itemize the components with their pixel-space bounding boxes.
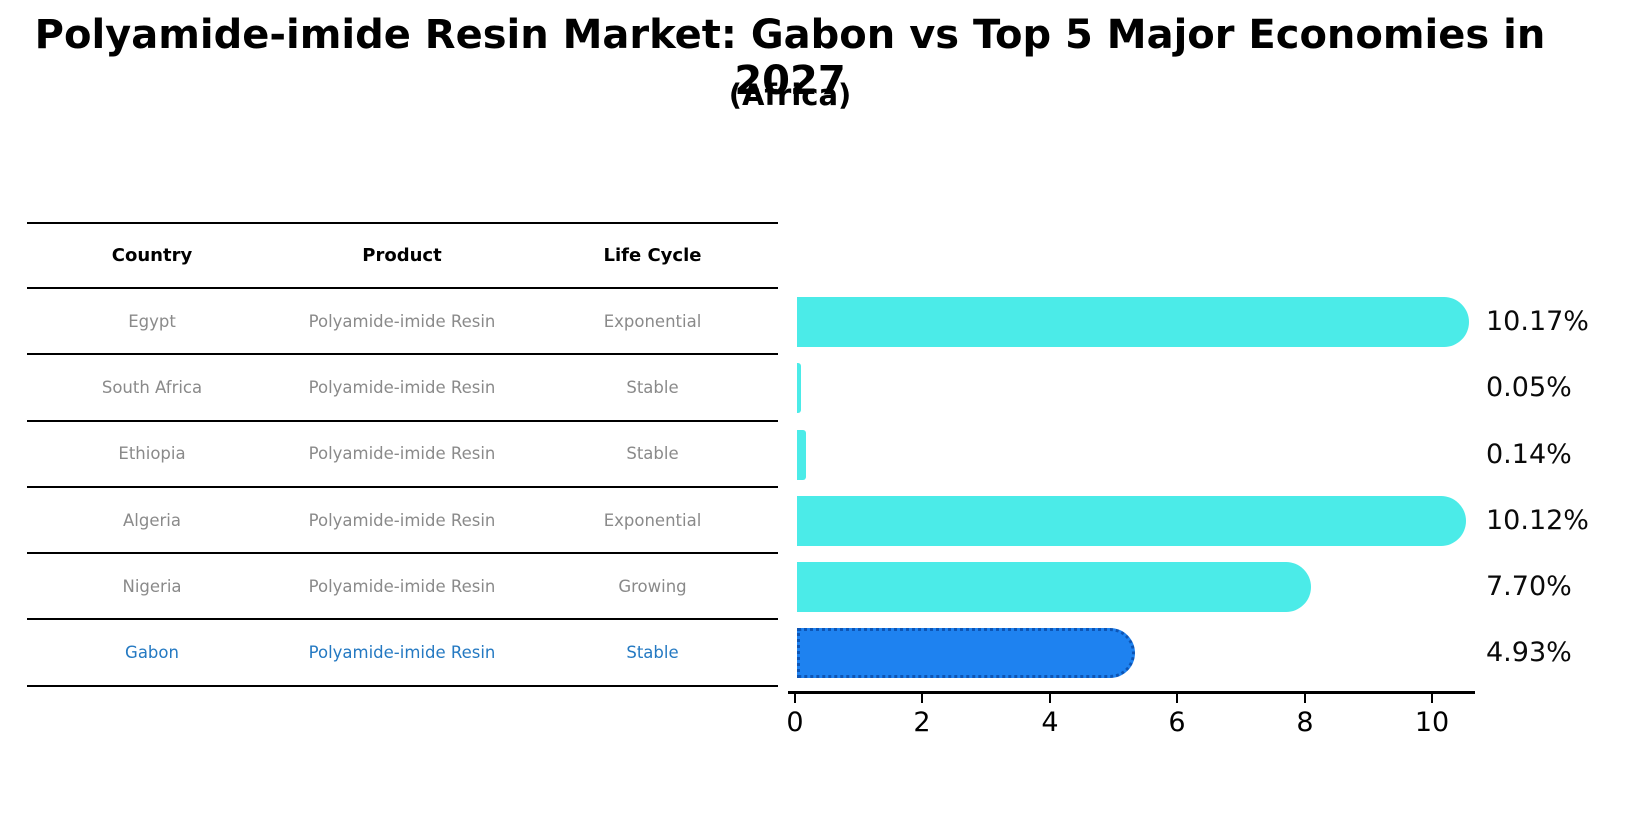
cell-country: South Africa (101, 377, 203, 397)
table-row-algeria: Algeria Polyamide-imide Resin Exponentia… (27, 488, 778, 555)
cell-life-cycle: Exponential (603, 311, 702, 331)
cell-product: Polyamide-imide Resin (308, 377, 496, 397)
data-table: Country Product Life Cycle Egypt Polyami… (27, 222, 778, 687)
x-tick-label-6: 6 (1168, 707, 1186, 738)
x-tick-2 (921, 694, 923, 703)
table-row-gabon: Gabon Polyamide-imide Resin Stable (27, 620, 778, 687)
cell-country: Ethiopia (118, 444, 186, 464)
bar-gabon (797, 628, 1135, 678)
cell-product: Polyamide-imide Resin (308, 311, 496, 331)
value-label-south-africa: 0.05% (1486, 372, 1572, 403)
x-tick-10 (1431, 694, 1433, 703)
x-tick-label-2: 2 (913, 707, 931, 738)
cell-life-cycle: Growing (618, 576, 687, 596)
cell-product: Polyamide-imide Resin (308, 444, 496, 464)
cell-life-cycle: Stable (626, 444, 679, 464)
table-row-nigeria: Nigeria Polyamide-imide Resin Growing (27, 554, 778, 621)
cell-country: Egypt (128, 311, 176, 331)
table-header-row: Country Product Life Cycle (27, 222, 778, 289)
x-tick-6 (1176, 694, 1178, 703)
table-header-country: Country (111, 245, 193, 266)
cell-product: Polyamide-imide Resin (308, 510, 496, 530)
x-tick-label-10: 10 (1414, 707, 1450, 738)
table-header-product: Product (362, 245, 442, 266)
cell-product: Polyamide-imide Resin (308, 643, 496, 663)
table-row-egypt: Egypt Polyamide-imide Resin Exponential (27, 289, 778, 356)
x-tick-label-4: 4 (1041, 707, 1059, 738)
table-row-south-africa: South Africa Polyamide-imide Resin Stabl… (27, 355, 778, 422)
cell-country: Algeria (123, 510, 181, 530)
table-row-ethiopia: Ethiopia Polyamide-imide Resin Stable (27, 422, 778, 488)
x-tick-8 (1304, 694, 1306, 703)
value-label-egypt: 10.17% (1486, 306, 1589, 337)
x-tick-label-0: 0 (786, 707, 804, 738)
chart-title: Polyamide-imide Resin Market: Gabon vs T… (34, 12, 1546, 104)
bar-egypt (797, 297, 1469, 347)
bar-algeria (797, 496, 1466, 546)
cell-life-cycle: Stable (626, 377, 679, 397)
bar-south-africa (797, 363, 801, 413)
x-tick-0 (794, 694, 796, 703)
chart-subtitle: (Africa) (728, 78, 852, 112)
cell-life-cycle: Stable (626, 643, 679, 663)
value-label-nigeria: 7.70% (1486, 571, 1572, 602)
cell-life-cycle: Exponential (603, 510, 702, 530)
cell-country: Nigeria (122, 576, 182, 596)
cell-product: Polyamide-imide Resin (308, 576, 496, 596)
x-tick-label-8: 8 (1296, 707, 1314, 738)
table-header-life-cycle: Life Cycle (603, 245, 702, 266)
x-axis-line (788, 691, 1475, 694)
value-label-gabon: 4.93% (1486, 637, 1572, 668)
value-label-ethiopia: 0.14% (1486, 439, 1572, 470)
bar-ethiopia (797, 430, 806, 480)
bar-nigeria (797, 562, 1311, 612)
x-tick-4 (1049, 694, 1051, 703)
cell-country: Gabon (125, 643, 179, 663)
value-label-algeria: 10.12% (1486, 505, 1589, 536)
